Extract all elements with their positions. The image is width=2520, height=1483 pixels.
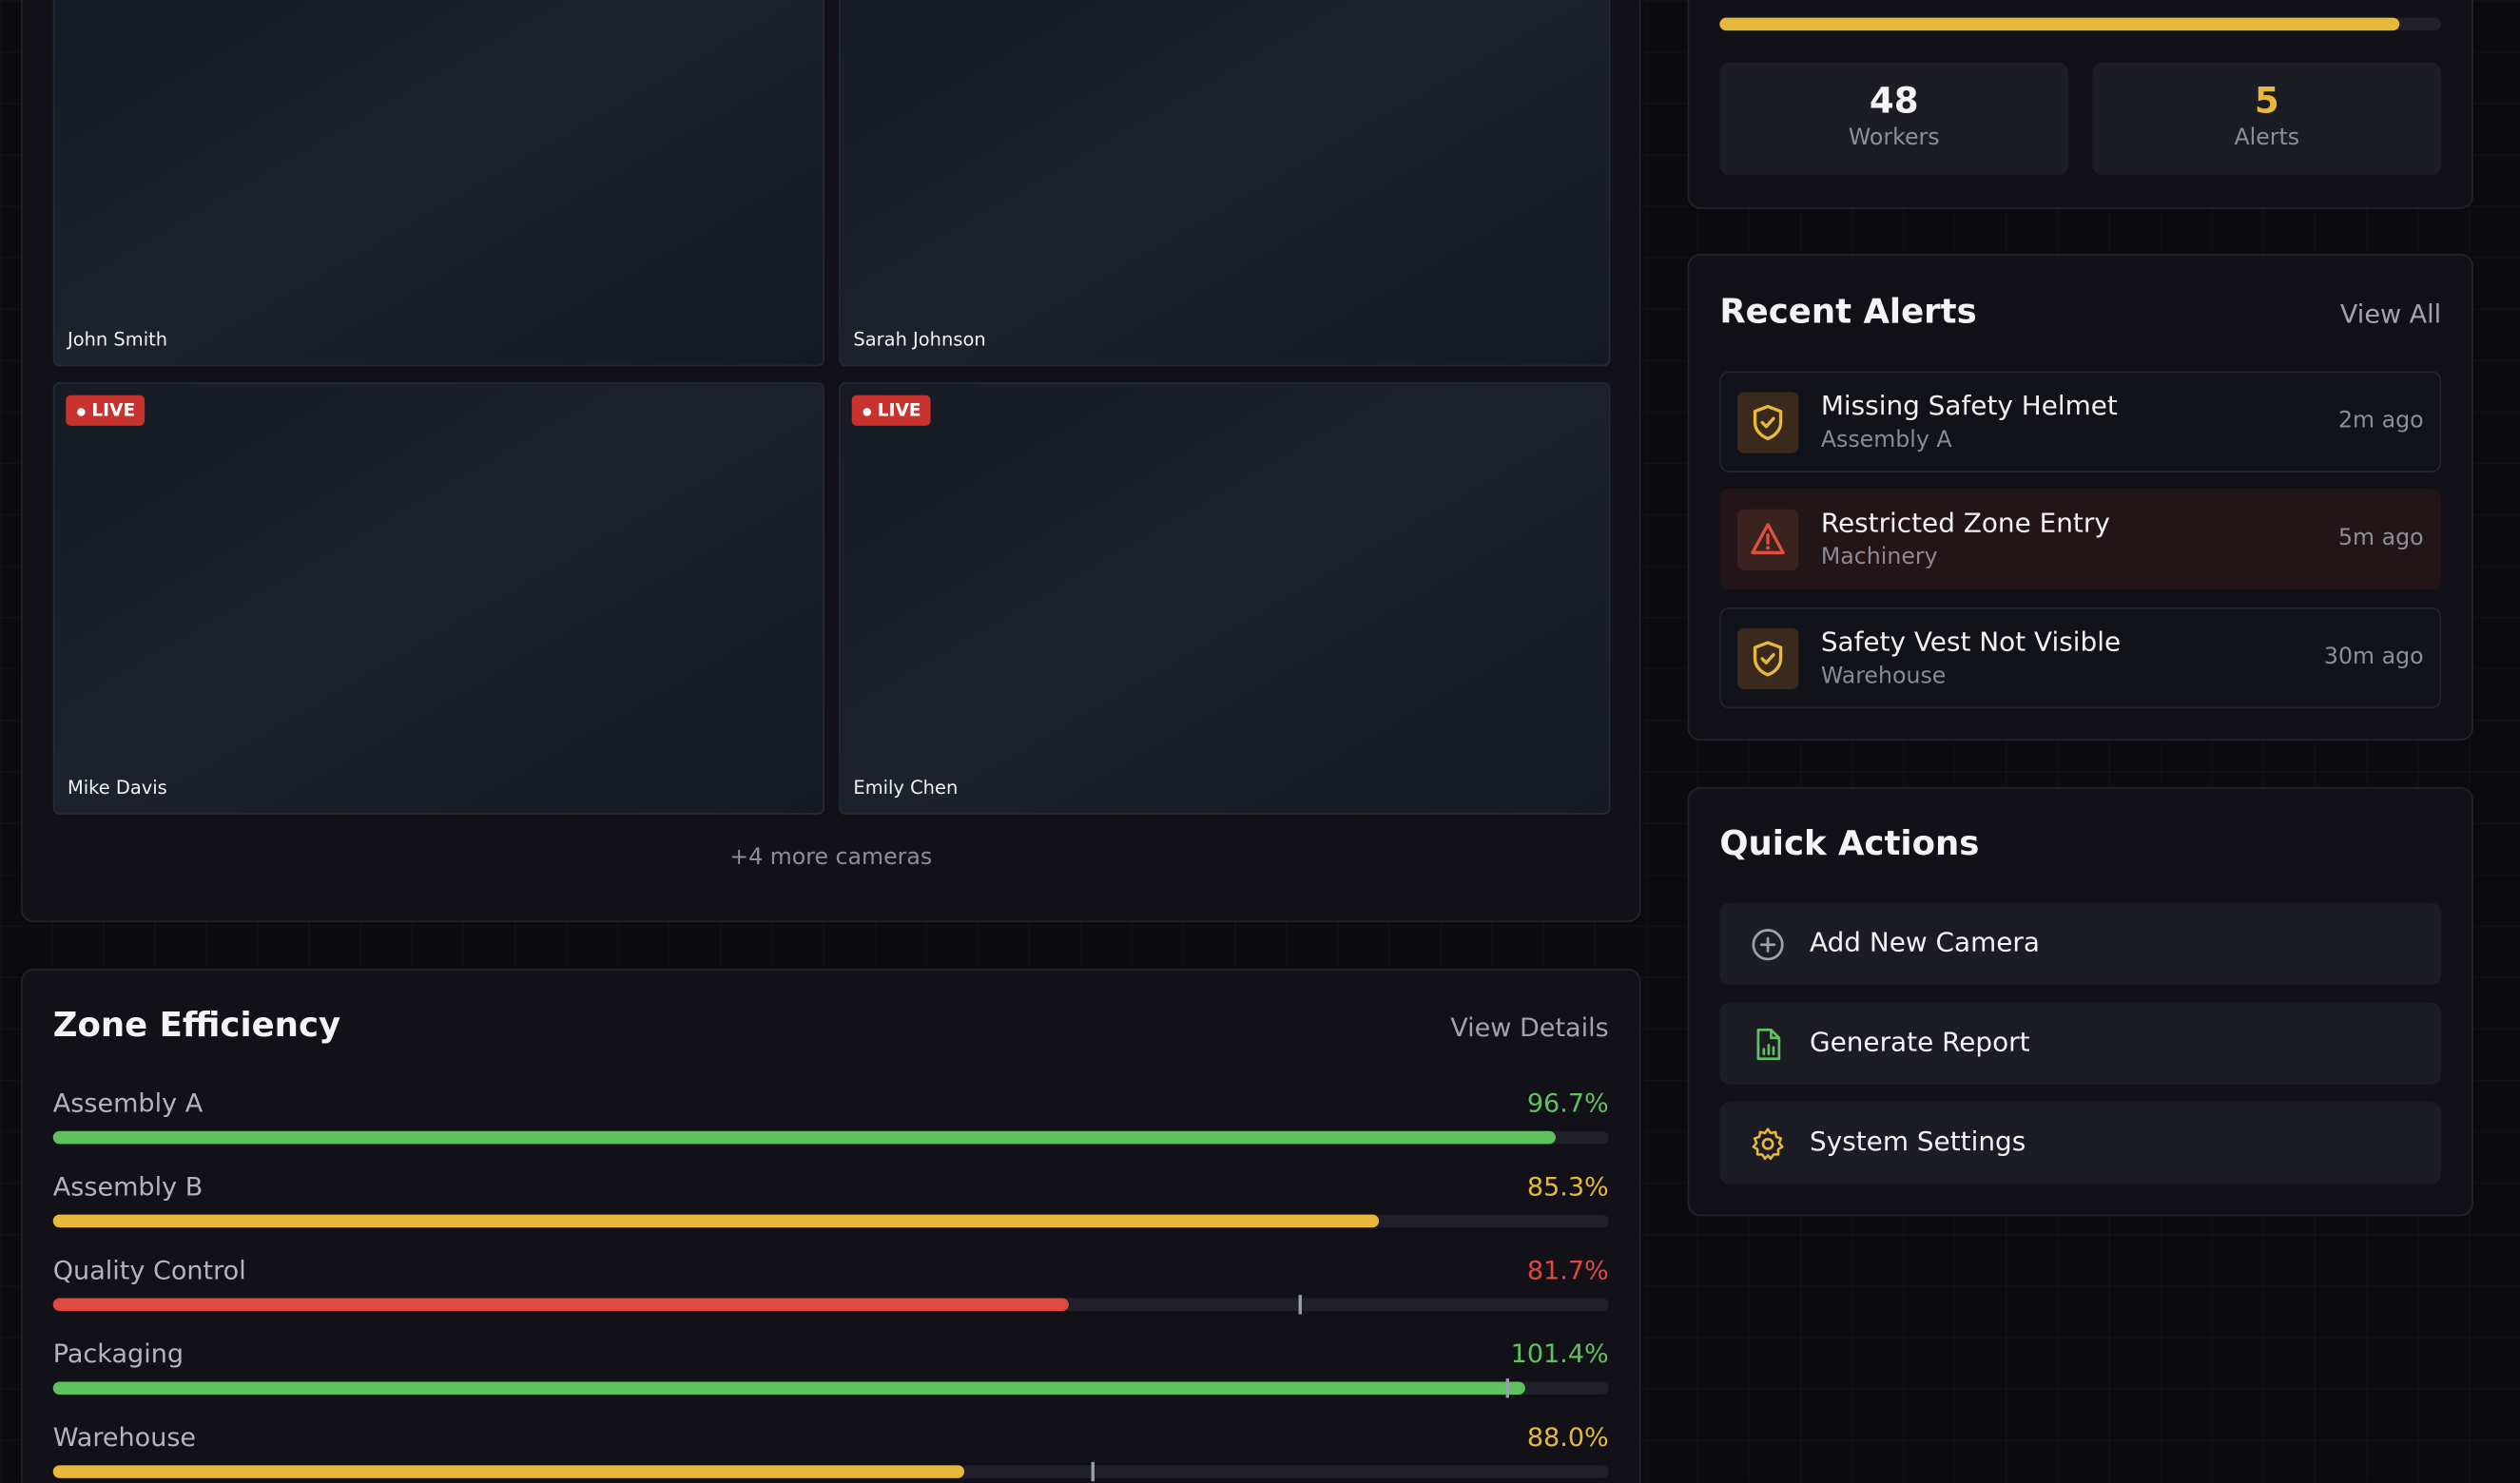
alert-item[interactable]: Safety Vest Not Visible Warehouse 30m ag… [1719,607,2442,709]
camera-name: Emily Chen [853,776,959,799]
action-icon [1752,929,1784,961]
section-title: Zone Efficiency [52,1005,341,1045]
live-badge: LIVE [66,395,145,426]
zone-bar-fill [52,1130,1556,1145]
progress-track [1719,17,2442,31]
zone-bar-track [52,1378,1609,1398]
camera-tile[interactable]: LIVE Mike Davis [52,382,824,815]
action-icon [1756,1028,1781,1061]
zone-name: Assembly A [52,1088,204,1119]
alert-title: Missing Safety Helmet [1820,390,2118,421]
alert-title: Restricted Zone Entry [1820,508,2110,539]
alert-item[interactable]: Restricted Zone Entry Machinery 5m ago [1719,488,2442,590]
zone-name: Quality Control [52,1254,246,1286]
more-cameras[interactable]: +4 more cameras [729,844,933,872]
alert-time: 2m ago [2337,408,2424,434]
zone-bar-track [52,1461,1609,1482]
stat-value: 5 [2254,82,2279,123]
stat-box: 5 Alerts [2092,62,2442,176]
camera-name: Sarah Johnson [853,327,986,351]
stat-label: Alerts [2234,125,2300,151]
action-label: System Settings [1809,1126,2026,1157]
zone-bar-track [52,1130,1609,1145]
action-icon [1752,1127,1784,1161]
section-title: Recent Alerts [1719,292,1977,332]
zone-target-marker [1505,1378,1509,1398]
zone-value: 85.3% [1526,1171,1609,1203]
zone-bar-track [52,1295,1609,1315]
action-button[interactable]: System Settings [1719,1102,2442,1184]
zone-name: Warehouse [52,1421,197,1453]
action-label: Generate Report [1809,1026,2030,1058]
zone-name: Packaging [52,1338,184,1369]
zone-bar-fill [52,1298,1069,1312]
zone-value: 96.7% [1526,1088,1609,1119]
alert-title: Safety Vest Not Visible [1820,626,2122,658]
camera-name: John Smith [67,327,168,351]
zone-target-marker [1298,1295,1302,1315]
zone-value: 101.4% [1510,1338,1609,1369]
alert-icon [1736,627,1799,690]
live-badge: LIVE [851,395,931,426]
action-button[interactable]: Add New Camera [1719,902,2442,986]
zone-name: Assembly B [52,1171,204,1203]
camera-tile[interactable]: Sarah Johnson [839,0,1611,367]
section-title: Quick Actions [1719,823,1980,863]
zone-bar-fill [52,1381,1525,1395]
view-all[interactable]: View All [2339,299,2442,330]
alert-zone: Warehouse [1820,663,1947,690]
alert-icon [1736,392,1799,453]
zone-bar-fill [52,1214,1380,1228]
action-button[interactable]: Generate Report [1719,1002,2442,1085]
zone-bar-fill [52,1465,965,1478]
action-label: Add New Camera [1809,927,2040,958]
view-details[interactable]: View Details [1450,1011,1609,1043]
zone-bar-track [52,1214,1609,1228]
stat-label: Workers [1848,125,1940,151]
zone-value: 81.7% [1526,1254,1609,1286]
alert-time: 30m ago [2323,644,2424,670]
progress-fill [1719,17,2400,31]
alert-zone: Machinery [1820,544,1938,570]
alert-icon [1736,509,1799,570]
camera-tile[interactable]: LIVE Emily Chen [839,382,1611,815]
alert-item[interactable]: Missing Safety Helmet Assembly A 2m ago [1719,371,2442,472]
zone-target-marker [1091,1461,1095,1482]
alert-zone: Assembly A [1820,427,1952,453]
alert-time: 5m ago [2337,525,2424,551]
stat-box: 48 Workers [1719,62,2069,176]
stat-value: 48 [1869,82,1919,123]
zone-value: 88.0% [1526,1421,1609,1453]
camera-name: Mike Davis [67,776,167,799]
camera-tile[interactable]: John Smith [52,0,824,367]
